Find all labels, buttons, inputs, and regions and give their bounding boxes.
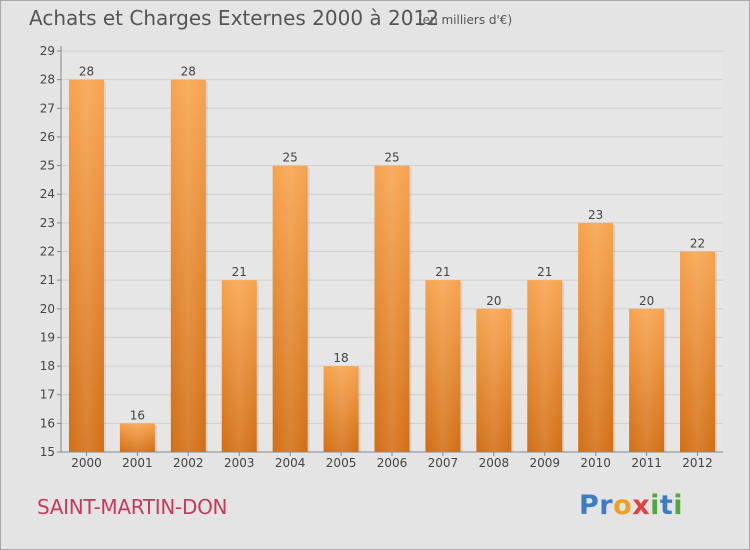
x-tick-label: 2002 xyxy=(173,456,204,470)
y-tick-label: 26 xyxy=(40,130,55,144)
x-tick-label: 2012 xyxy=(682,456,713,470)
bar-highlight xyxy=(323,366,359,452)
x-tick-label: 2001 xyxy=(122,456,153,470)
bar-highlight xyxy=(374,165,410,453)
x-tick-label: 2011 xyxy=(631,456,662,470)
bar-highlight xyxy=(272,165,308,453)
y-tick-label: 21 xyxy=(40,273,55,287)
y-tick-label: 23 xyxy=(40,216,55,230)
y-tick-label: 25 xyxy=(40,159,55,173)
x-tick-label: 2004 xyxy=(275,456,306,470)
y-tick-label: 19 xyxy=(40,330,55,344)
data-label: 20 xyxy=(639,294,654,308)
y-tick-label: 22 xyxy=(40,245,55,259)
chart-title: Achats et Charges Externes 2000 à 2012 xyxy=(29,6,439,30)
x-tick-label: 2009 xyxy=(529,456,560,470)
y-tick-label: 28 xyxy=(40,73,55,87)
y-tick-label: 24 xyxy=(40,187,55,201)
data-label: 21 xyxy=(435,265,450,279)
x-tick-label: 2006 xyxy=(377,456,408,470)
logo-letter: r xyxy=(599,490,614,521)
bar-highlight xyxy=(527,280,563,452)
bar-highlight xyxy=(68,79,104,453)
logo-letter: t xyxy=(659,490,674,521)
y-tick-label: 20 xyxy=(40,302,55,316)
y-tick-label: 18 xyxy=(40,359,55,373)
bar-highlight xyxy=(578,222,614,452)
logo-letter: P xyxy=(579,490,600,521)
bar-highlight xyxy=(629,308,665,452)
data-label: 28 xyxy=(181,65,196,79)
data-label: 16 xyxy=(130,408,145,422)
y-tick-label: 15 xyxy=(40,445,55,459)
logo-letter: o xyxy=(613,490,633,521)
data-label: 28 xyxy=(79,65,94,79)
data-label: 21 xyxy=(537,265,552,279)
x-tick-label: 2005 xyxy=(326,456,357,470)
data-label: 18 xyxy=(333,351,348,365)
bar-highlight xyxy=(680,251,716,452)
x-tick-label: 2010 xyxy=(580,456,611,470)
bar-highlight xyxy=(425,280,461,452)
x-tick-label: 2007 xyxy=(428,456,459,470)
bar-highlight xyxy=(476,308,512,452)
y-tick-label: 29 xyxy=(40,44,55,58)
bar-highlight xyxy=(221,280,257,452)
data-label: 25 xyxy=(384,151,399,165)
data-label: 20 xyxy=(486,294,501,308)
bar-highlight xyxy=(119,423,155,452)
bar-highlight xyxy=(170,79,206,453)
y-tick-label: 27 xyxy=(40,101,55,115)
x-tick-label: 2008 xyxy=(479,456,510,470)
proxiti-logo: Proxiti xyxy=(579,490,683,521)
data-label: 25 xyxy=(283,151,298,165)
logo-letter: x xyxy=(632,490,651,521)
chart-subtitle: (en milliers d'€) xyxy=(418,13,513,27)
logo-letter: i xyxy=(650,490,660,521)
x-tick-label: 2000 xyxy=(71,456,102,470)
x-tick-label: 2003 xyxy=(224,456,255,470)
data-label: 23 xyxy=(588,208,603,222)
y-tick-label: 17 xyxy=(40,388,55,402)
data-label: 21 xyxy=(232,265,247,279)
logo-letter: i xyxy=(673,490,684,521)
data-label: 22 xyxy=(690,237,705,251)
y-tick-label: 16 xyxy=(40,416,55,430)
commune-name: SAINT-MARTIN-DON xyxy=(37,495,228,519)
